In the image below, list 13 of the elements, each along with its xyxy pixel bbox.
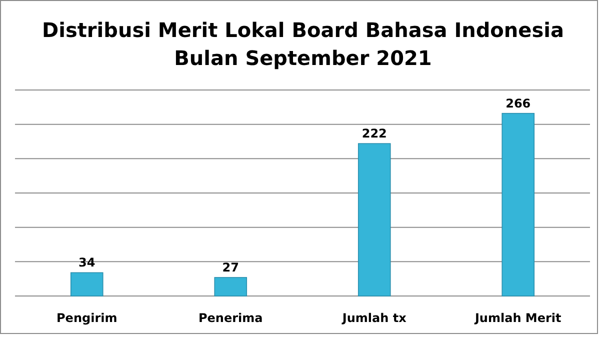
x-tick-label: Jumlah Merit	[474, 311, 562, 325]
x-tick-label: Penerima	[198, 311, 263, 325]
bar	[502, 112, 535, 296]
bar	[358, 143, 391, 296]
bar	[214, 277, 248, 296]
data-label: 27	[222, 260, 239, 274]
chart-title: Distribusi Merit Lokal Board Bahasa Indonesia Bulan September 2021	[42, 18, 564, 70]
x-tick-label: Pengirim	[56, 311, 118, 325]
data-label: 266	[506, 96, 531, 110]
x-tick-label: Jumlah tx	[341, 311, 407, 325]
bar	[70, 272, 104, 296]
data-label: 222	[362, 126, 387, 141]
data-label: 34	[78, 256, 96, 270]
